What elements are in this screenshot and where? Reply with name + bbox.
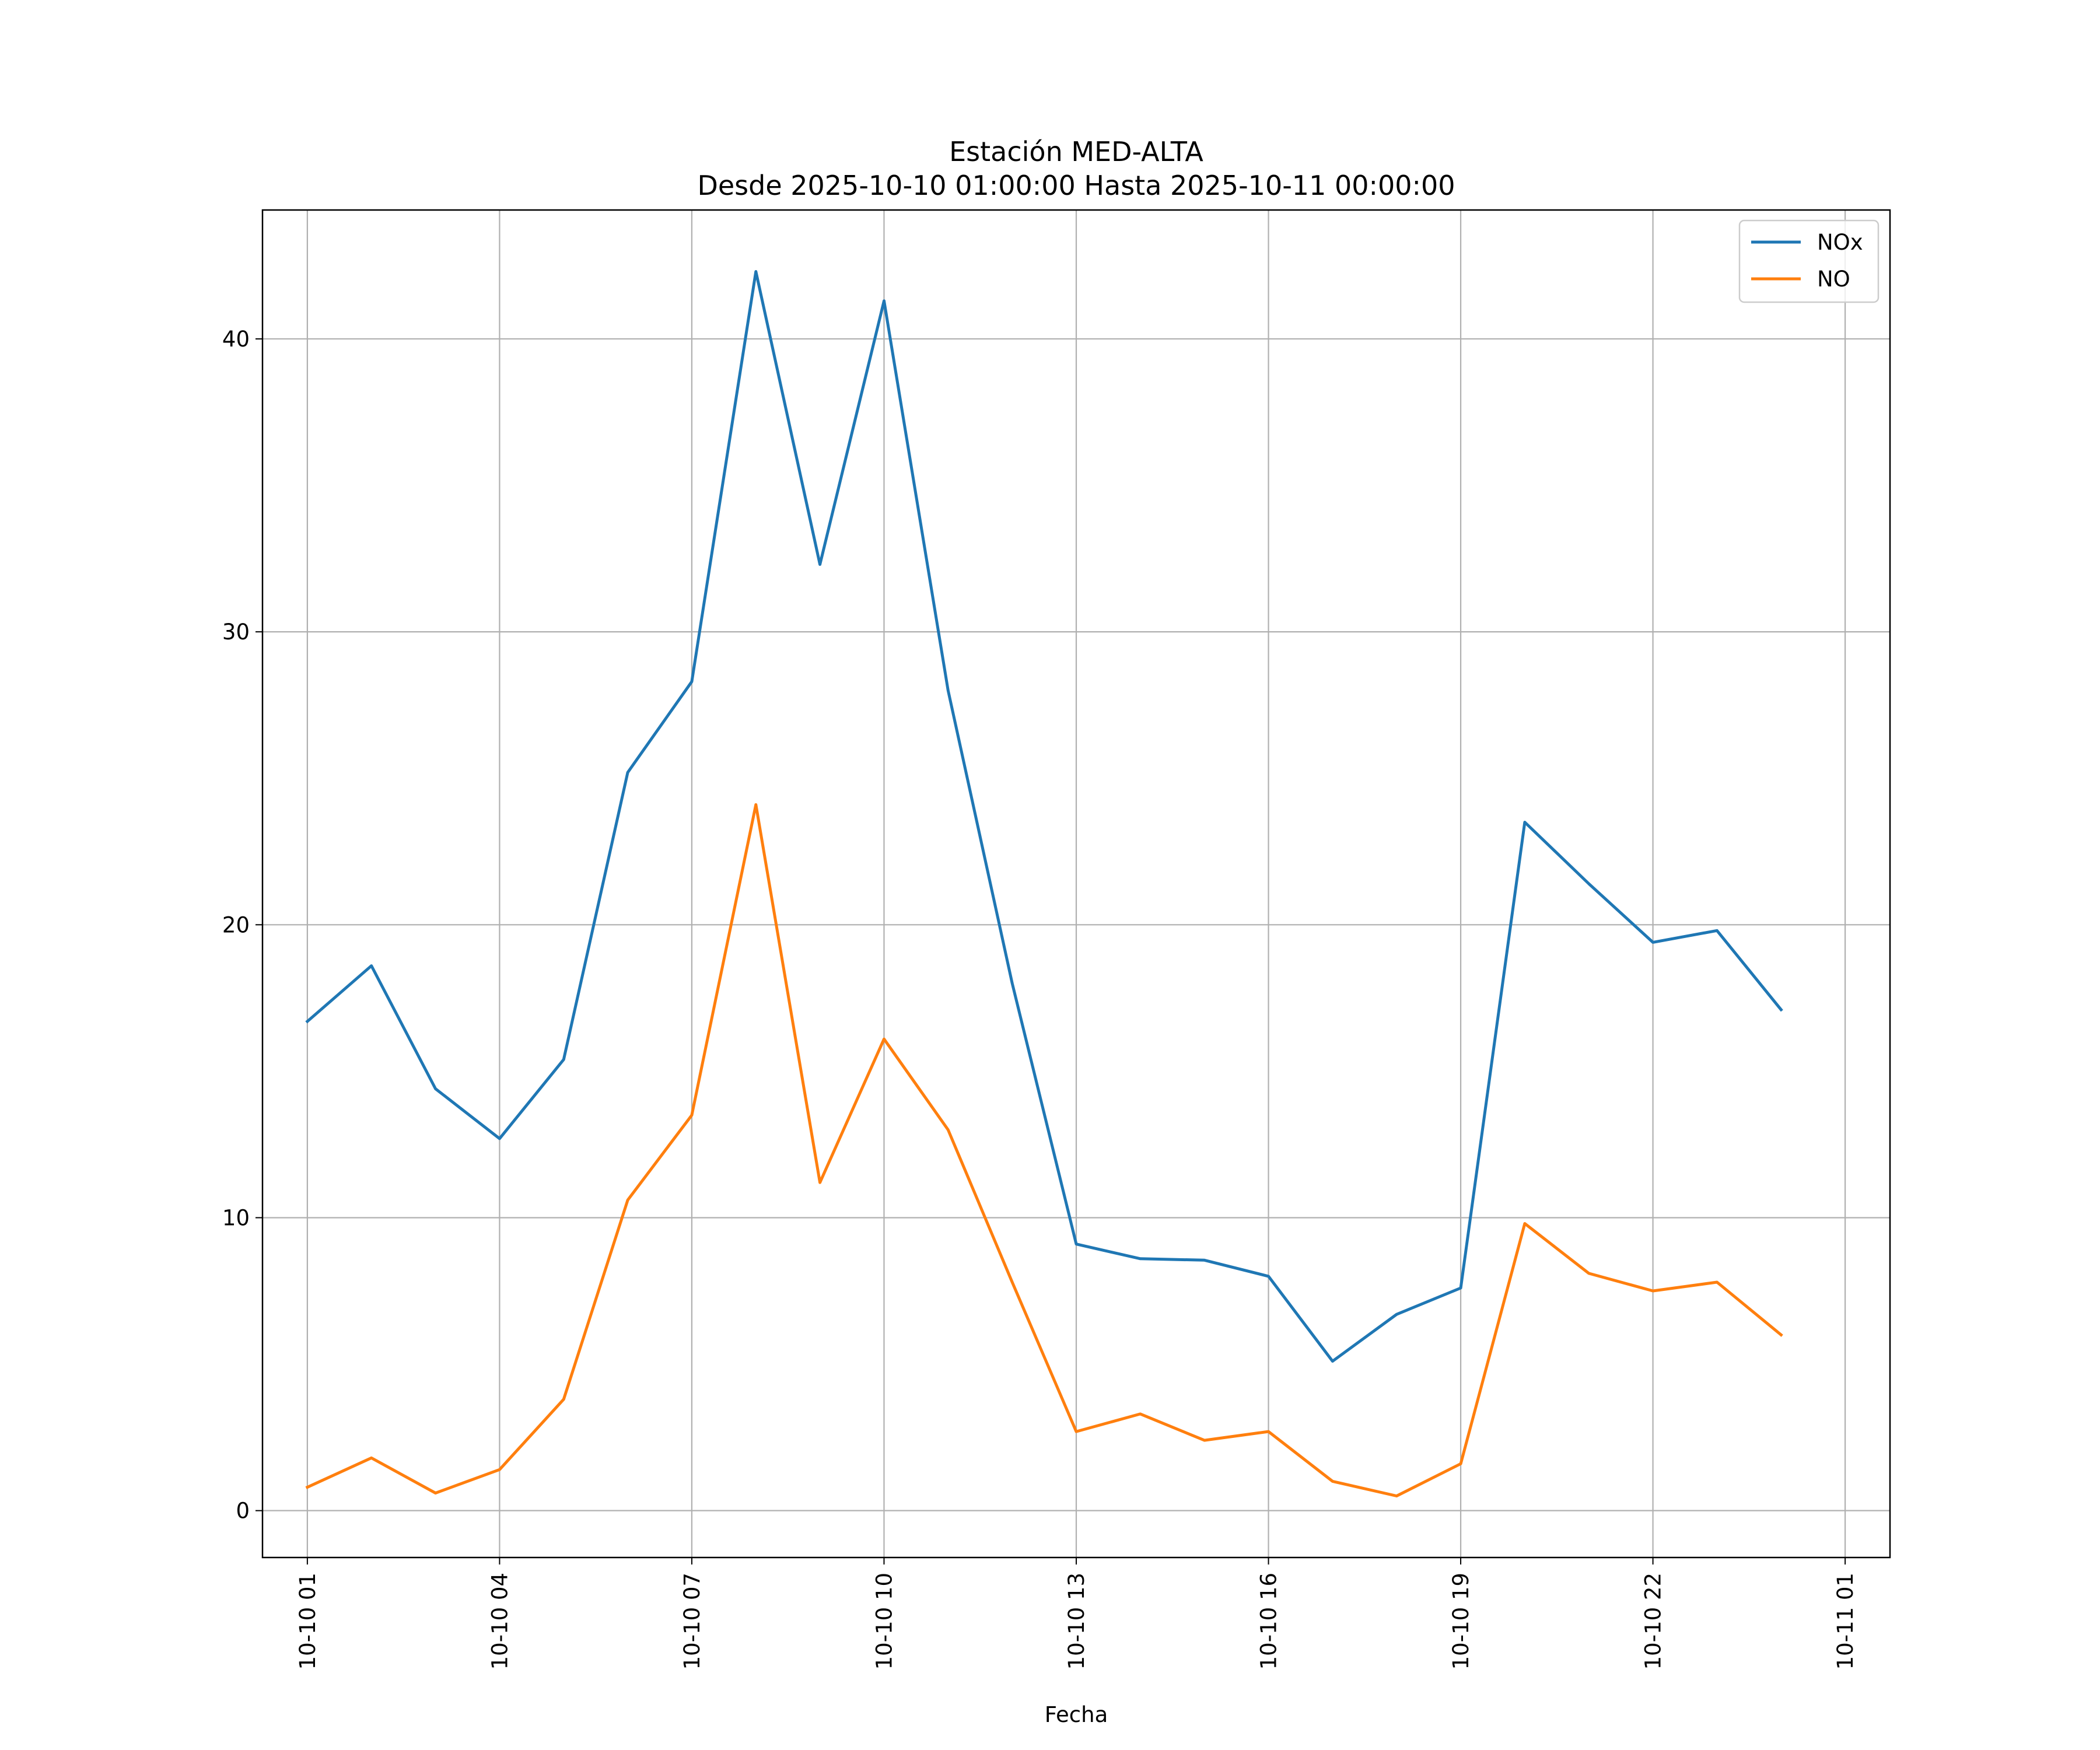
x-tick-label: 10-10 13	[1064, 1573, 1089, 1670]
y-tick-label: 30	[222, 620, 250, 645]
legend-label-no: NO	[1817, 267, 1850, 292]
x-tick-label: 10-10 16	[1256, 1573, 1282, 1670]
legend-label-nox: NOx	[1817, 230, 1863, 255]
x-tick-label: 10-10 01	[295, 1573, 320, 1670]
chart-subtitle: Desde 2025-10-10 01:00:00 Hasta 2025-10-…	[697, 170, 1455, 201]
x-tick-label: 10-10 19	[1448, 1573, 1474, 1670]
series-line-nox	[305, 270, 1783, 1363]
x-tick-label: 10-10 10	[872, 1573, 897, 1670]
x-tick-label: 10-10 04	[487, 1573, 512, 1670]
series-line-no	[305, 803, 1783, 1497]
x-tick-label: 10-10 07	[680, 1573, 705, 1670]
series-lines	[305, 270, 1783, 1497]
chart-title: Estación MED-ALTA	[949, 136, 1203, 167]
y-tick-label: 20	[222, 912, 250, 937]
y-tick-label: 0	[236, 1499, 250, 1524]
grid	[262, 210, 1890, 1558]
x-tick-label: 10-10 22	[1641, 1573, 1666, 1670]
y-tick-label: 40	[222, 327, 250, 352]
axis-ticks: 10-10 01 10-10 04 10-10 07 10-10 10 10-10 13…	[222, 327, 1858, 1670]
x-tick-label: 10-11 01	[1833, 1573, 1858, 1670]
x-axis-label: Fecha	[1045, 1702, 1108, 1727]
legend: NOx NO	[1738, 219, 1880, 303]
y-tick-label: 10	[222, 1205, 250, 1230]
